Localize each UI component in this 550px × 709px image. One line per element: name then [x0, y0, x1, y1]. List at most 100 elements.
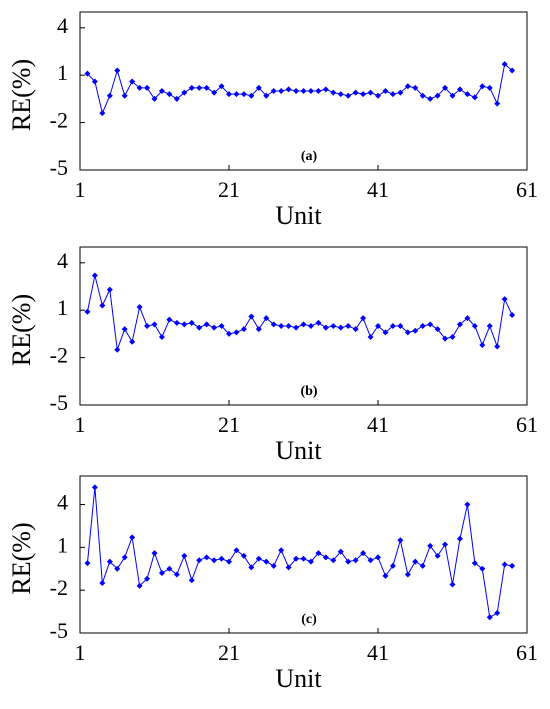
- data-point: [173, 95, 180, 102]
- data-point: [360, 91, 367, 98]
- data-point: [434, 326, 441, 333]
- data-point: [129, 534, 136, 541]
- data-point: [345, 323, 352, 329]
- data-point: [248, 564, 255, 571]
- plot-frame: [79, 246, 528, 406]
- data-point: [330, 323, 337, 329]
- data-point: [449, 92, 456, 99]
- data-point: [449, 334, 456, 341]
- data-point: [419, 323, 426, 329]
- data-point: [397, 89, 404, 96]
- data-point: [382, 572, 389, 579]
- data-point: [166, 91, 173, 98]
- data-point: [106, 558, 113, 565]
- data-point: [255, 326, 262, 333]
- data-point: [226, 558, 232, 565]
- data-point: [263, 315, 270, 322]
- data-point: [166, 316, 173, 323]
- data-point: [464, 501, 471, 508]
- data-point: [434, 92, 441, 99]
- data-point: [300, 321, 307, 328]
- x-tick-label: 1: [75, 640, 86, 665]
- data-point: [233, 547, 240, 554]
- y-tick-label: -2: [50, 575, 68, 600]
- data-point: [419, 562, 426, 569]
- data-point: [375, 92, 381, 99]
- y-tick-label: 1: [57, 60, 68, 85]
- data-point: [106, 92, 113, 99]
- data-point: [196, 84, 203, 91]
- data-point: [442, 335, 449, 342]
- data-point: [263, 92, 270, 99]
- data-point: [84, 560, 91, 567]
- data-point: [181, 321, 188, 328]
- data-point: [412, 84, 419, 91]
- data-point: [509, 562, 516, 569]
- data-point: [173, 319, 180, 326]
- data-point: [486, 84, 493, 91]
- data-line: [86, 275, 513, 350]
- data-point: [501, 296, 508, 303]
- data-point: [389, 91, 396, 98]
- data-point: [99, 110, 106, 117]
- data-point: [479, 565, 486, 572]
- data-point: [375, 554, 381, 561]
- data-point: [494, 100, 501, 107]
- data-point: [84, 70, 91, 77]
- data-point: [84, 308, 91, 315]
- data-point: [158, 570, 165, 577]
- data-point: [226, 91, 232, 98]
- data-point: [486, 614, 493, 621]
- data-point: [382, 88, 389, 94]
- y-axis-label: RE(%): [7, 59, 36, 131]
- y-tick-label: 1: [57, 295, 68, 320]
- data-point: [427, 542, 434, 549]
- data-point: [211, 557, 218, 564]
- data-point: [270, 321, 277, 328]
- data-point: [397, 537, 404, 544]
- data-point: [404, 83, 411, 90]
- data-point: [322, 86, 329, 93]
- data-point: [248, 92, 255, 99]
- data-point: [240, 326, 247, 333]
- y-tick-label: 1: [57, 532, 68, 557]
- data-point: [404, 329, 411, 336]
- data-point: [203, 321, 210, 328]
- data-point: [255, 555, 262, 562]
- data-point: [91, 484, 98, 491]
- data-point: [300, 88, 307, 94]
- data-point: [330, 89, 337, 96]
- data-point: [181, 552, 188, 559]
- data-point: [106, 286, 113, 293]
- data-point: [464, 91, 471, 98]
- data-point: [218, 83, 225, 90]
- y-tick-label: -2: [50, 343, 68, 368]
- panel-annotation: (a): [301, 149, 318, 164]
- data-point: [382, 329, 389, 336]
- data-point: [263, 558, 270, 565]
- data-point: [307, 323, 314, 329]
- x-tick-label: 21: [218, 640, 240, 665]
- data-point: [188, 319, 195, 326]
- x-tick-label: 41: [367, 640, 389, 665]
- data-point: [315, 550, 322, 557]
- y-tick-label: -5: [50, 155, 68, 180]
- x-tick-label: 1: [75, 177, 86, 202]
- data-line: [87, 63, 513, 115]
- data-point: [121, 92, 128, 99]
- y-tick-label: 4: [57, 248, 68, 273]
- data-point: [427, 321, 434, 328]
- data-point: [136, 304, 143, 311]
- data-point: [121, 326, 128, 333]
- panel-annotation: (c): [301, 612, 317, 627]
- data-point: [211, 89, 218, 96]
- data-point: [181, 89, 188, 96]
- data-point: [501, 61, 508, 68]
- data-point: [233, 91, 240, 98]
- data-line: [86, 487, 513, 619]
- data-point: [307, 558, 314, 565]
- data-point: [479, 83, 486, 90]
- x-tick-label: 1: [75, 412, 86, 437]
- data-point: [337, 91, 344, 98]
